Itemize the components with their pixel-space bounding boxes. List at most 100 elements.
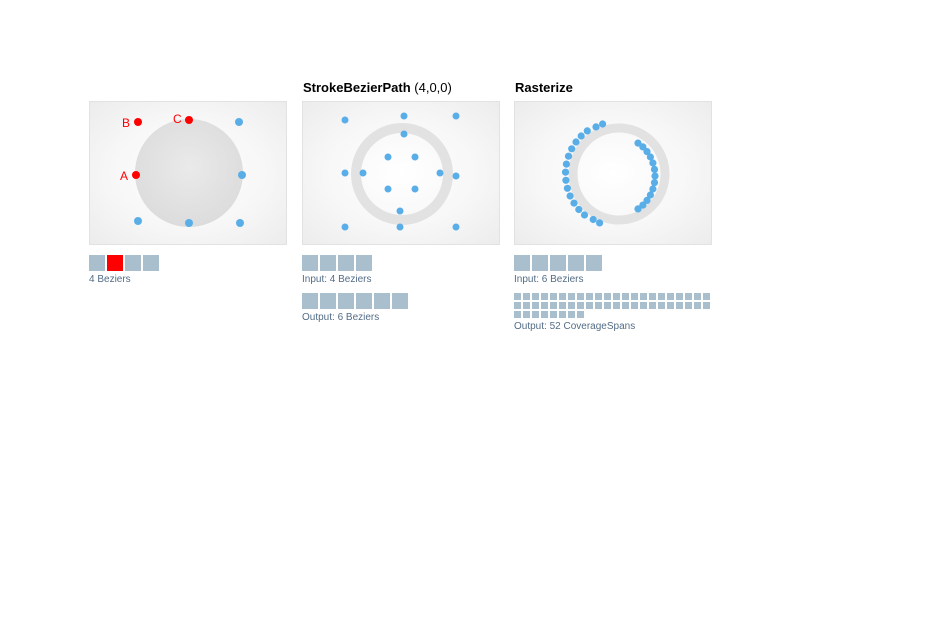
bezier-chip[interactable] [107, 255, 123, 271]
raster-point [592, 123, 600, 131]
rasterize-panel [514, 101, 712, 245]
coverage-span-chip [586, 293, 593, 300]
raster-point [575, 205, 583, 214]
stroke-control-points [341, 112, 460, 231]
input-path-canvas: A B C [120, 112, 246, 227]
rasterize-canvas [561, 120, 670, 227]
coverage-span-chip [586, 302, 593, 309]
bezier-chip[interactable] [89, 255, 105, 271]
coverage-span-chip [550, 302, 557, 309]
coverage-span-chip [532, 293, 539, 300]
control-point [384, 185, 392, 193]
raster-point [634, 139, 642, 147]
control-point [359, 169, 367, 177]
rasterize-title-name: Rasterize [515, 80, 573, 95]
coverage-span-chip [514, 293, 521, 300]
control-point[interactable] [236, 219, 244, 227]
control-point [452, 112, 460, 120]
control-point[interactable] [185, 219, 193, 227]
coverage-span-chip [613, 293, 620, 300]
coverage-span-chip [649, 302, 656, 309]
coverage-span-chip [595, 302, 602, 309]
coverage-span-chip [577, 302, 584, 309]
coverage-span-chip [622, 302, 629, 309]
coverage-span-chip [667, 302, 674, 309]
coverage-span-chip [631, 302, 638, 309]
coverage-span-chip [703, 302, 710, 309]
input-path-panel[interactable]: A B C [89, 101, 287, 245]
raster-point [589, 215, 597, 224]
raster-point [643, 148, 651, 156]
raster-point [596, 219, 604, 227]
control-point [341, 169, 349, 177]
coverage-span-chip [595, 293, 602, 300]
bezier-chip[interactable] [143, 255, 159, 271]
raster-point [568, 145, 576, 153]
control-point[interactable] [238, 171, 246, 179]
stroke-output-caption: Output: 6 Beziers [302, 312, 380, 323]
coverage-span-chip [550, 311, 557, 318]
control-point-c[interactable] [185, 116, 193, 124]
coverage-span-chip [559, 311, 566, 318]
coverage-span-chip [676, 293, 683, 300]
stroke-title-args: (4,0,0) [414, 80, 452, 95]
bezier-chip [302, 255, 318, 271]
bezier-chip [392, 293, 408, 309]
control-point-b[interactable] [134, 118, 142, 126]
bezier-chip [568, 255, 584, 271]
control-point [436, 169, 444, 177]
raster-point [580, 211, 589, 219]
raster-point [599, 120, 607, 128]
raster-point [639, 201, 647, 209]
raster-point [570, 199, 578, 207]
raster-point [583, 127, 591, 135]
raster-point [562, 160, 570, 168]
raster-point [562, 176, 570, 184]
raster-point [649, 159, 657, 167]
label-b: B [122, 116, 130, 130]
coverage-span-chip [523, 293, 530, 300]
control-point [396, 207, 404, 215]
raster-point [572, 138, 580, 146]
raster-point [564, 152, 573, 160]
bezier-chip [320, 255, 336, 271]
bezier-chip [532, 255, 548, 271]
control-point [411, 185, 419, 193]
coverage-span-chip [577, 293, 584, 300]
coverage-span-chip [640, 293, 647, 300]
stroke-canvas [341, 112, 460, 231]
coverage-span-chip [514, 302, 521, 309]
coverage-span-chip [694, 293, 701, 300]
bezier-chip [514, 255, 530, 271]
coverage-span-chip [577, 311, 584, 318]
coverage-span-chip [703, 293, 710, 300]
control-point [400, 112, 408, 120]
control-point [452, 172, 460, 180]
coverage-span-chip [604, 302, 611, 309]
raster-point [650, 165, 659, 173]
bezier-selector[interactable] [89, 255, 159, 271]
bezier-chip [586, 255, 602, 271]
coverage-span-chip [568, 293, 575, 300]
control-point [400, 130, 408, 138]
stroke-ring [351, 123, 453, 225]
bezier-chip[interactable] [125, 255, 141, 271]
coverage-span-chip [640, 302, 647, 309]
rasterize-title: Rasterize [515, 80, 573, 95]
control-point [396, 223, 404, 231]
coverage-span-chip [523, 311, 530, 318]
raster-point [646, 153, 654, 161]
rasterize-output-caption: Output: 52 CoverageSpans [514, 321, 636, 332]
raster-point [643, 196, 651, 204]
control-point[interactable] [235, 118, 243, 126]
coverage-span-chip [550, 293, 557, 300]
control-point-a[interactable] [132, 171, 140, 179]
coverage-span-chip [514, 311, 521, 318]
control-point [452, 223, 460, 231]
coverage-span-chip [667, 293, 674, 300]
coverage-span-chip [658, 302, 665, 309]
raster-point [577, 132, 585, 140]
rasterize-input-caption: Input: 6 Beziers [514, 274, 584, 285]
bezier-chip [338, 293, 354, 309]
control-point[interactable] [134, 217, 142, 225]
